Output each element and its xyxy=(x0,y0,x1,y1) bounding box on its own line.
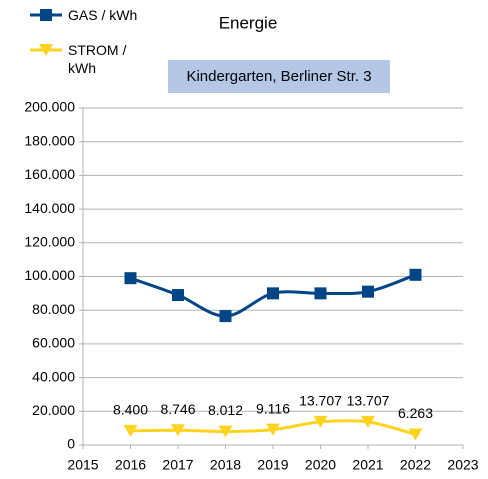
x-tick-label: 2020 xyxy=(305,457,336,473)
marker xyxy=(266,423,280,436)
marker xyxy=(408,428,423,441)
y-tick-label: 120.000 xyxy=(24,234,75,250)
y-tick-label: 40.000 xyxy=(32,368,75,384)
y-tick-label: 140.000 xyxy=(24,200,75,216)
y-tick-label: 200.000 xyxy=(24,99,75,115)
y-tick-label: 60.000 xyxy=(32,335,75,351)
marker xyxy=(313,415,328,428)
x-tick-label: 2022 xyxy=(400,457,431,473)
data-label: 6.263 xyxy=(398,405,433,421)
y-tick-label: 160.000 xyxy=(24,166,75,182)
y-tick-label: 0 xyxy=(67,436,75,452)
marker xyxy=(314,287,327,300)
data-label: 8.746 xyxy=(160,401,195,417)
legend-label: GAS / kWh xyxy=(68,7,138,23)
x-tick-label: 2023 xyxy=(447,457,478,473)
x-tick-label: 2017 xyxy=(162,457,193,473)
x-tick-label: 2019 xyxy=(257,457,288,473)
data-label: 13.707 xyxy=(347,393,390,409)
data-label: 9.116 xyxy=(256,400,290,416)
subtitle-box xyxy=(168,60,390,93)
x-tick-label: 2016 xyxy=(115,457,146,473)
data-label: 13.707 xyxy=(299,393,342,409)
marker xyxy=(361,415,375,428)
marker xyxy=(172,289,184,302)
x-tick-label: 2018 xyxy=(210,457,241,473)
marker xyxy=(123,424,138,437)
marker xyxy=(267,287,279,300)
marker xyxy=(219,310,232,323)
legend-label: STROM / kWh xyxy=(68,42,127,76)
y-tick-label: 20.000 xyxy=(32,402,75,418)
data-label: 8.012 xyxy=(208,402,243,418)
marker xyxy=(362,285,374,298)
marker xyxy=(218,425,233,438)
data-label: 8.400 xyxy=(113,402,148,418)
chart-title: Energie xyxy=(219,13,278,32)
x-tick-label: 2021 xyxy=(352,457,383,473)
y-tick-label: 180.000 xyxy=(24,132,75,148)
marker xyxy=(40,9,52,21)
marker xyxy=(124,272,137,285)
y-tick-label: 80.000 xyxy=(32,301,75,317)
y-tick-label: 100.000 xyxy=(24,267,75,283)
chart-subtitle: Kindergarten, Berliner Str. 3 xyxy=(186,68,371,85)
marker xyxy=(171,424,185,437)
marker xyxy=(39,44,53,56)
x-tick-label: 2015 xyxy=(67,457,98,473)
marker xyxy=(409,268,422,281)
